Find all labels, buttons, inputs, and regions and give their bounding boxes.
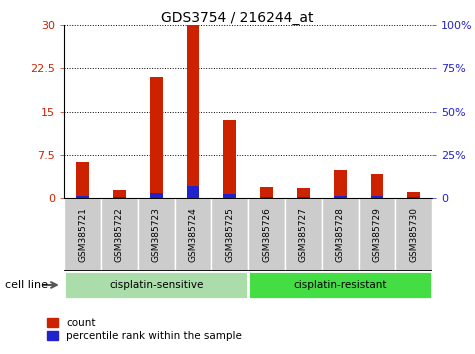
Bar bbox=[297, 188, 310, 198]
Bar bbox=[175, 198, 211, 271]
Text: cell line: cell line bbox=[5, 280, 48, 290]
Bar bbox=[211, 198, 248, 271]
Text: GSM385729: GSM385729 bbox=[372, 207, 381, 262]
Text: GSM385726: GSM385726 bbox=[262, 207, 271, 262]
Text: GDS3754 / 216244_at: GDS3754 / 216244_at bbox=[161, 11, 314, 25]
Text: GSM385728: GSM385728 bbox=[336, 207, 345, 262]
Bar bbox=[113, 190, 126, 198]
Bar bbox=[359, 198, 395, 271]
Bar bbox=[223, 194, 236, 198]
Bar bbox=[322, 198, 359, 271]
Bar bbox=[248, 198, 285, 271]
Bar bbox=[187, 186, 200, 198]
Bar bbox=[395, 198, 432, 271]
Bar bbox=[150, 77, 162, 198]
Bar bbox=[370, 174, 383, 198]
Bar bbox=[370, 196, 383, 198]
Bar bbox=[260, 187, 273, 198]
Bar bbox=[408, 193, 420, 198]
Text: GSM385723: GSM385723 bbox=[152, 207, 161, 262]
Text: GSM385725: GSM385725 bbox=[225, 207, 234, 262]
Bar bbox=[76, 162, 89, 198]
Bar bbox=[64, 198, 101, 271]
Bar bbox=[285, 198, 322, 271]
Legend: count, percentile rank within the sample: count, percentile rank within the sample bbox=[43, 314, 246, 345]
Bar bbox=[248, 271, 432, 299]
Bar bbox=[138, 198, 175, 271]
Bar bbox=[64, 271, 248, 299]
Text: GSM385724: GSM385724 bbox=[189, 207, 198, 262]
Bar bbox=[334, 171, 347, 198]
Text: GSM385730: GSM385730 bbox=[409, 207, 418, 262]
Text: GSM385721: GSM385721 bbox=[78, 207, 87, 262]
Bar bbox=[76, 196, 89, 198]
Text: GSM385727: GSM385727 bbox=[299, 207, 308, 262]
Text: GSM385722: GSM385722 bbox=[115, 207, 124, 262]
Bar bbox=[223, 120, 236, 198]
Bar bbox=[150, 193, 162, 198]
Text: cisplatin-resistant: cisplatin-resistant bbox=[294, 280, 387, 290]
Bar bbox=[101, 198, 138, 271]
Bar bbox=[334, 196, 347, 198]
Text: cisplatin-sensitive: cisplatin-sensitive bbox=[109, 280, 203, 290]
Bar bbox=[187, 25, 200, 198]
